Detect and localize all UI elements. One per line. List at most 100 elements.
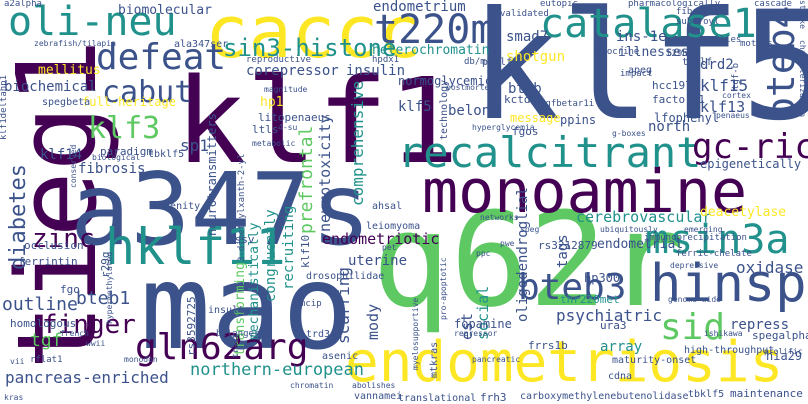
word-congruently: congruently bbox=[263, 209, 279, 302]
word-north: north bbox=[648, 119, 691, 135]
word-apeg: apeg bbox=[628, 65, 653, 76]
word-endometriotic: endometriotic bbox=[322, 230, 440, 248]
word-array: array bbox=[600, 339, 643, 355]
word-motifs: motifs bbox=[740, 39, 773, 49]
word-high-throughput: high-throughput bbox=[684, 345, 775, 356]
word-biochemical: biochemical bbox=[4, 79, 97, 95]
word-oligodendroglial: oligodendroglial bbox=[515, 187, 531, 322]
word-corepressor: corepressor bbox=[246, 63, 339, 79]
word-defeat: defeat bbox=[96, 37, 227, 78]
word-insulin: insulin bbox=[346, 63, 406, 79]
word-comprehensive: comprehensive bbox=[348, 80, 367, 206]
word-lfophenyl: lfophenyl bbox=[654, 111, 720, 125]
word-pet: pet bbox=[382, 243, 397, 252]
word-asenic: asenic bbox=[322, 351, 359, 362]
word-biological: biological bbox=[92, 153, 141, 162]
word-fgos: fgos bbox=[512, 125, 539, 138]
word-sin3-histone: sin3-histone bbox=[223, 34, 397, 62]
word-hinsp: hinsp bbox=[650, 254, 807, 314]
word-tbklf5-b: tbklf5 bbox=[688, 389, 725, 400]
word-bteb3: bteb3 bbox=[518, 267, 627, 308]
word-factor11: factor11 bbox=[652, 93, 705, 106]
word-mao: mao bbox=[140, 238, 354, 376]
word-repress: repress bbox=[730, 317, 790, 333]
word-msin3a: msin3a bbox=[645, 217, 790, 263]
word-ltls: ltls bbox=[252, 123, 279, 136]
word-cabut: cabut bbox=[102, 75, 193, 110]
word-klf3: klf3 bbox=[88, 111, 161, 146]
word-suberoyl: suberoyl bbox=[676, 17, 720, 27]
word-characterization: characterization bbox=[798, 40, 807, 118]
word-stroke: stroke bbox=[798, 0, 807, 29]
word-tract: tract bbox=[231, 333, 240, 358]
word-maintenance: maintenance bbox=[730, 387, 803, 400]
word-epigenetically: epigenetically bbox=[700, 157, 802, 171]
word-klf10: klf10 bbox=[299, 234, 312, 268]
word-fibrotic: fibrotic bbox=[676, 7, 720, 17]
word-klf15: klf15 bbox=[700, 76, 749, 95]
word-endometrial: endometrial bbox=[597, 237, 684, 252]
word-gc-rich: gc-rich bbox=[692, 127, 808, 167]
word-thr220met: thr220met bbox=[560, 293, 620, 306]
word-genome-wide: genome-wide bbox=[668, 295, 721, 304]
word-bteb1: bteb1 bbox=[76, 288, 131, 309]
word-vannamei: vannamei bbox=[354, 391, 403, 402]
word-heterochromatin: heterochromatin bbox=[372, 43, 490, 58]
word-occlusion: occlusion bbox=[24, 239, 84, 252]
word-french: french bbox=[60, 329, 89, 338]
word-catalase1: catalase1 bbox=[540, 1, 757, 47]
word-translational: translational bbox=[398, 393, 477, 404]
word-neurotoxicity: neurotoxicity bbox=[316, 114, 334, 232]
word-hyperglycemia: hyperglycemia bbox=[472, 123, 535, 132]
word-ahsal: ahsal bbox=[372, 201, 403, 212]
word-trd3: trd3 bbox=[306, 329, 331, 340]
word-carboxymethylenebutenolidase: carboxymethylenebutenolidase bbox=[520, 391, 689, 402]
word-full-heritage: full-heritage bbox=[82, 95, 176, 109]
word-cdna: cdna bbox=[608, 371, 633, 382]
word-klf5-large: klf5 bbox=[470, 0, 808, 154]
word-t220m: t220m bbox=[374, 7, 495, 53]
word-pmklf: pmklf bbox=[482, 57, 513, 68]
word-eutopic: eutopic bbox=[540, 0, 578, 9]
word-endometrium: endometrium bbox=[373, 0, 466, 15]
word-kctd8: kctd8 bbox=[504, 93, 538, 106]
word-rs3212879: rs3212879 bbox=[538, 239, 598, 252]
word-spegbeta: spegbeta bbox=[42, 97, 91, 108]
word-ferric-chelate: ferric-chelate bbox=[676, 249, 752, 259]
word-rflat1: rflat1 bbox=[30, 355, 63, 365]
word-4-su: 4-su bbox=[278, 123, 298, 132]
word-fibrosis: fibrosis bbox=[78, 161, 146, 177]
word-ubiquitously: ubiquitously bbox=[600, 225, 658, 234]
word-recalcitrant: recalcitrant bbox=[398, 128, 702, 177]
word-klf5-small: klf5 bbox=[398, 99, 432, 115]
word-ala347ser: ala347ser bbox=[174, 39, 229, 50]
word-recruiting: recruiting bbox=[281, 205, 297, 290]
word-biomolecular: biomolecular bbox=[118, 3, 212, 18]
word-deacetylase: deacetylase bbox=[700, 205, 787, 220]
word-tgf-b: tgf-b bbox=[731, 62, 741, 90]
word-oxidase: oxidase bbox=[736, 258, 804, 277]
word-mellitus: mellitus bbox=[38, 63, 101, 78]
word-monoamine: monoamine bbox=[422, 157, 748, 227]
word-maturity-onset: maturity-onset bbox=[612, 355, 697, 366]
word-db-m: db/m bbox=[464, 57, 486, 67]
word-hpdx1: hpdx1 bbox=[372, 55, 400, 65]
word-paradigm: paradigm bbox=[100, 145, 153, 158]
word-networks: networks bbox=[480, 213, 519, 222]
word-hklf11: hklf11 bbox=[105, 218, 286, 276]
word-frh3: frh3 bbox=[480, 391, 507, 404]
word-zebrafish-tilapia: zebrafish/tilapia bbox=[34, 39, 116, 48]
word-klf1: klf1 bbox=[175, 52, 460, 190]
word-oli-neu: oli-neu bbox=[8, 0, 177, 45]
word-ura3: ura3 bbox=[600, 319, 627, 332]
word-caccc: caccc bbox=[205, 0, 422, 74]
word-repressor: repressor bbox=[454, 329, 498, 338]
word-outline: outline bbox=[2, 294, 78, 315]
word-finger: finger bbox=[42, 310, 136, 340]
word-metabolic: metabolic bbox=[252, 139, 296, 148]
word-spegalpha: spegalpha bbox=[752, 329, 808, 342]
word-klf13: klf13 bbox=[700, 98, 746, 116]
word-monodon: monodon bbox=[124, 355, 158, 364]
word-q62r: q62r bbox=[372, 184, 686, 336]
word-ppc: ppc bbox=[476, 249, 491, 258]
